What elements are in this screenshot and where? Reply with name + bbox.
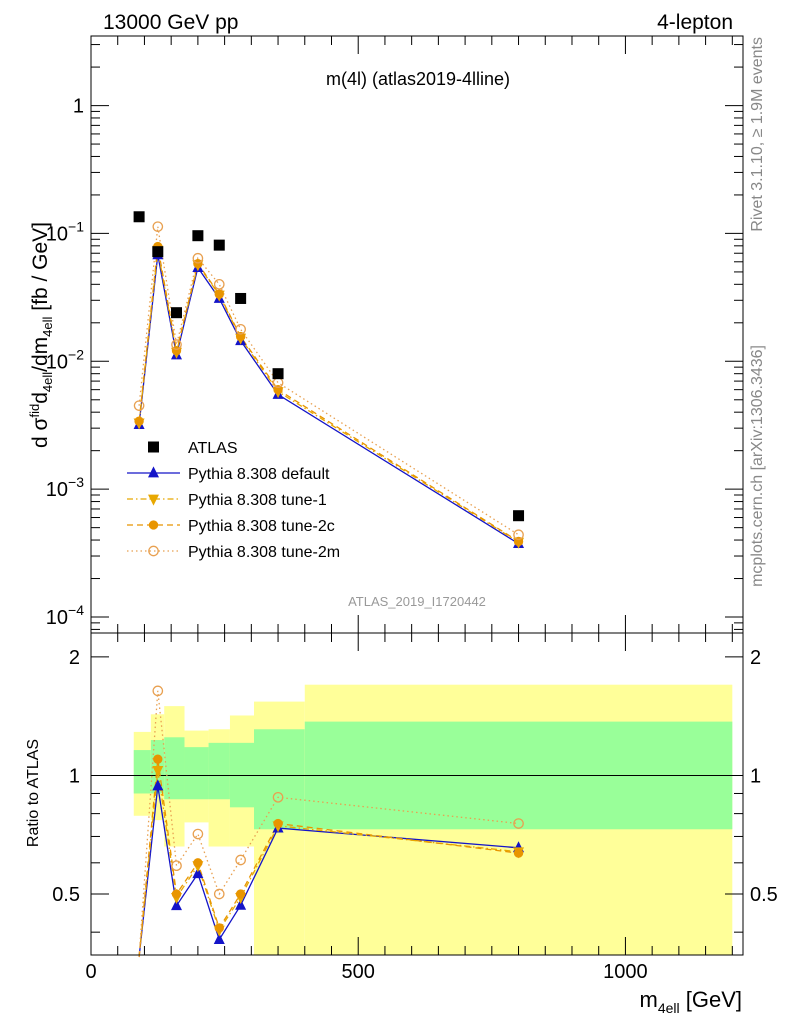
y-tick-label-main: 1 [73,96,84,118]
x-axis-label: m4ell [GeV] [640,987,742,1016]
x-tick-label: 500 [342,961,375,983]
ratio-point [235,898,247,910]
y-tick-label-main: 10−4 [46,602,84,629]
ratio-point [272,791,284,803]
analysis-label: ATLAS_2019_I1720442 [348,594,486,609]
ratio-axis-ticks: 0.5 0.5 1 1 2 2 [52,633,778,955]
ratio-line [138,759,519,958]
energy-label: 13000 GeV pp [103,11,238,34]
ratio-point [152,765,164,777]
ratio-point [235,854,246,866]
ratio-point [235,889,246,899]
ratio-uncertainty-bands [133,684,733,955]
series-line [138,246,519,542]
inner-band [184,747,209,800]
main-axis-ticks: 10−4 10−3 10−2 10−1 1 [46,36,743,633]
ratio-point [171,889,182,899]
ratio-point [152,779,164,791]
legend-marker [148,466,159,478]
y-tick-label-ratio: 0.5 [52,884,80,906]
series-point [192,252,204,264]
y-tick-label-ratio-right: 0.5 [750,884,778,906]
legend-label: Pythia 8.308 default [188,466,330,483]
x-tick-label: 0 [85,961,96,983]
series-line [138,254,519,545]
y-tick-label-ratio-right: 2 [750,647,761,669]
series-line [138,250,519,543]
data-point [133,211,145,223]
legend-marker [148,441,159,453]
series-point [235,323,246,335]
ratio-point [213,932,225,944]
ratio-point [214,923,224,933]
legend-label: ATLAS [188,440,238,457]
ratio-point [513,818,524,829]
ratio-point [152,685,164,697]
y-tick-label-ratio: 2 [69,647,80,669]
data-point [192,230,204,242]
atlas-data-points [133,211,525,522]
data-point [152,246,164,258]
inner-band [208,742,230,800]
ratio-line [138,785,519,958]
ratio-point [192,828,204,840]
series-point [171,339,182,350]
process-label: 4-lepton [657,11,733,34]
series-point [513,529,524,541]
ratio-y-axis-label: Ratio to ATLAS [25,739,42,847]
ratio-point [192,867,204,879]
series-point [133,400,145,411]
ratio-point [193,858,203,868]
y-tick-label-ratio: 1 [69,765,80,787]
ratio-markers [152,685,525,944]
data-point [213,239,225,251]
series-point [214,289,224,299]
inner-band [254,729,305,830]
series-point [134,416,144,426]
legend-label: Pythia 8.308 tune-2c [188,518,335,535]
inner-band [164,737,185,800]
legend-label: Pythia 8.308 tune-2m [188,544,340,561]
chart-title: m(4l) (atlas2019-4lline) [326,69,510,89]
ratio-point [153,754,163,764]
ratio-panel: 0.5 0.5 1 1 2 2 [52,632,778,958]
series-line [138,226,519,536]
ratio-lines [138,690,519,958]
series-point [152,221,164,232]
mc-lines [138,226,519,545]
y-tick-label-main: 10−1 [46,218,84,245]
ratio-point [273,818,283,829]
data-point [235,292,247,304]
data-point [513,510,525,522]
ratio-point [171,860,182,872]
y-tick-label-ratio-right: 1 [750,765,761,787]
ratio-point [513,848,524,858]
y-tick-label-main: 10−3 [46,474,84,501]
series-point [235,331,246,342]
legend-marker [148,494,159,506]
data-point [272,368,284,380]
mcplots-label: mcplots.cern.ch [arXiv:1306.3436] [749,345,766,587]
ratio-point [213,888,225,900]
x-tick-label: 1000 [603,961,648,983]
inner-band [133,750,151,794]
ratio-point [171,899,183,911]
main-panel: 10−4 10−3 10−2 10−1 1 m(4l) (atlas2019-4llin… [46,35,744,634]
legend-marker [148,520,159,530]
y-axis-label: d σfidd4ell/dm4ell [fb / GeV] [27,222,55,448]
y-tick-label-main: 10−2 [46,346,84,373]
series-point [213,278,225,290]
series-point [193,259,203,269]
data-point [171,307,183,319]
legend-marker [148,545,159,557]
x-tick-labels: 0 500 1000 [85,961,647,983]
legend-label: Pythia 8.308 tune-1 [188,492,327,509]
ratio-frame [90,632,744,956]
legend: ATLAS Pythia 8.308 default Pythia 8.308 tu… [127,440,340,561]
ratio-line [138,770,519,958]
rivet-version-label: Rivet 3.1.10, ≥ 1.9M events [749,37,766,232]
